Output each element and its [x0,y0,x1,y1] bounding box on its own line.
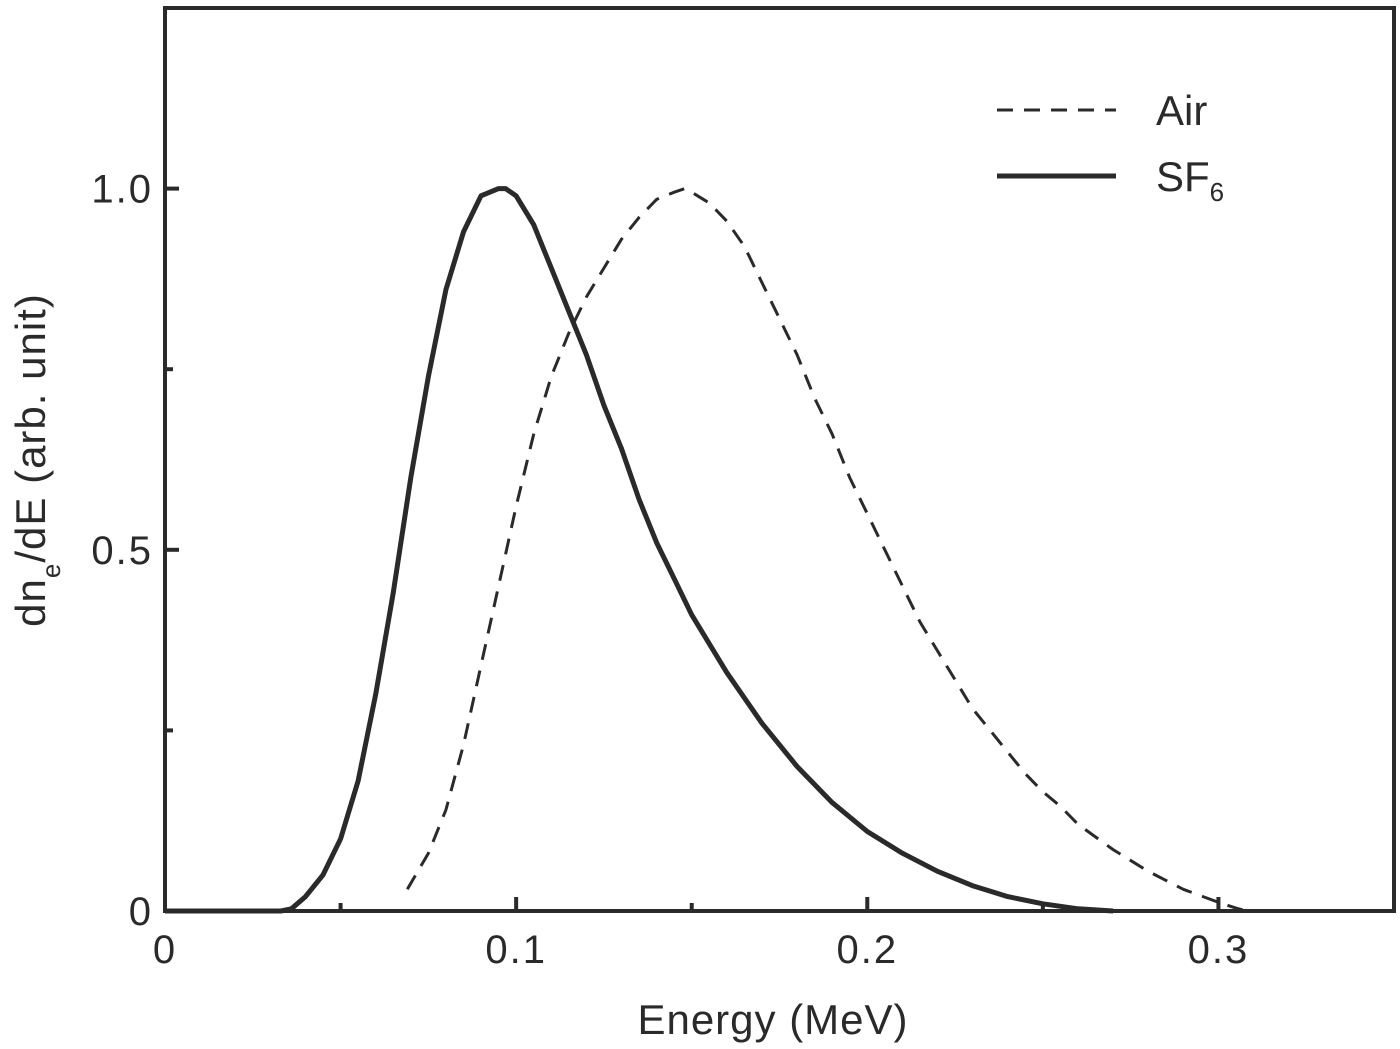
x-tick-label: 0 [153,928,177,972]
x-tick-label: 0.1 [485,928,547,972]
x-axis-label: Energy (MeV) [637,996,908,1043]
legend-label-air: Air [1156,87,1207,134]
x-tick-label: 0.2 [836,928,898,972]
y-tick-label: 0.5 [91,529,153,573]
legend: Air SF6 [997,87,1224,207]
plot-frame [163,6,1396,913]
y-tick-label: 1.0 [91,168,153,212]
y-axis-label-part: e [36,563,66,578]
legend-label-sf6: SF6 [1156,153,1224,207]
y-axis-label-part: dn [7,578,54,627]
tick-labels-layer: 0 0.1 0.2 0.3 0 0.5 1.0 [91,168,1250,972]
series-layer [165,186,1247,914]
x-tick-label: 0.3 [1188,928,1250,972]
y-axis-label: dne/dE (arb. unit) [7,293,66,627]
y-tick-label: 0 [129,890,153,934]
series-line-air [406,187,1247,913]
series-line-sf6 [165,186,1114,914]
y-axis-label-part: /dE (arb. unit) [7,293,54,562]
ticks-layer [163,186,1221,913]
